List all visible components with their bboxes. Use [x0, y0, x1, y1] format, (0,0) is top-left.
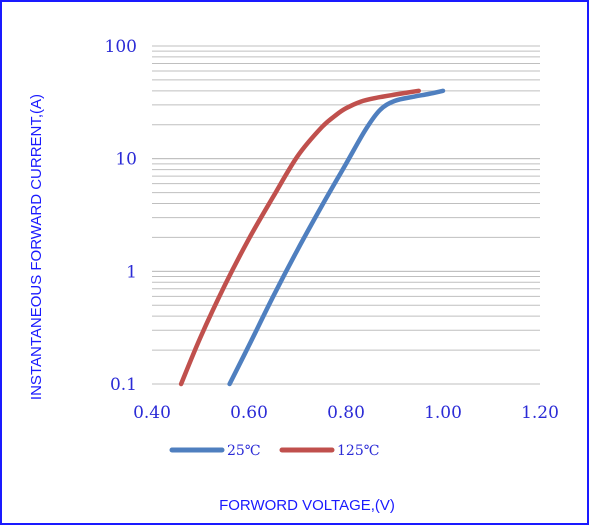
series-line-25c: [227, 88, 446, 387]
x-tick-label: 0.60: [230, 403, 268, 423]
x-tick-label: 1.20: [521, 403, 559, 423]
y-tick-label: 0.1: [110, 375, 137, 395]
y-tick-label: 1: [126, 262, 137, 282]
legend-label-125c: 125℃: [337, 443, 379, 459]
y-tick-label: 10: [115, 150, 137, 170]
x-tick-label: 1.00: [424, 403, 462, 423]
x-tick-label: 0.40: [133, 403, 171, 423]
x-axis-title: FORWORD VOLTAGE,(V): [219, 497, 395, 514]
series-lines: [178, 88, 446, 387]
legend: 25℃ 125℃: [169, 443, 379, 459]
y-tick-labels: 0.1 1 10 100: [105, 37, 137, 395]
grid-lines: [152, 45, 540, 385]
y-tick-label: 100: [105, 37, 137, 57]
legend-label-25c: 25℃: [227, 443, 260, 459]
x-tick-labels: 0.40 0.60 0.80 1.00 1.20: [133, 403, 559, 423]
y-axis-title: INSTANTANEOUS FORWARD CURRENT,(A): [28, 94, 45, 400]
x-tick-label: 0.80: [327, 403, 365, 423]
series-line-125c: [178, 88, 421, 387]
